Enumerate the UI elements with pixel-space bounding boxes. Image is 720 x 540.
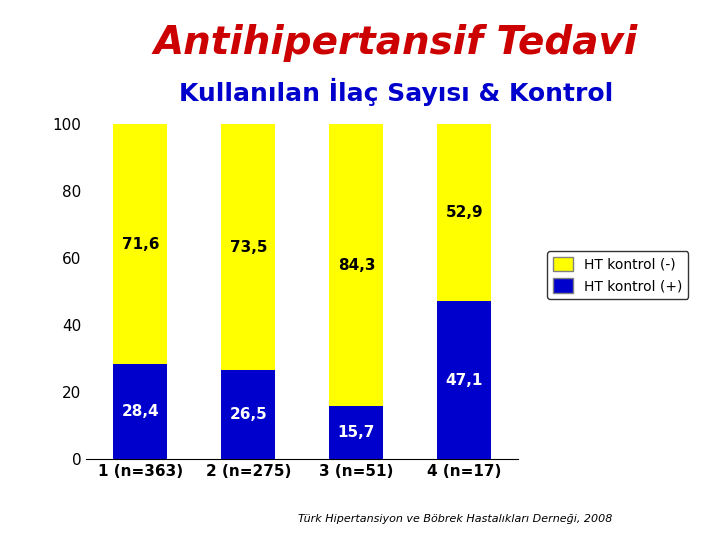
Text: 15,7: 15,7: [338, 425, 375, 440]
Text: Kullanılan İlaç Sayısı & Kontrol: Kullanılan İlaç Sayısı & Kontrol: [179, 78, 613, 106]
Bar: [329, 124, 383, 407]
Text: 71,6: 71,6: [122, 237, 159, 252]
Text: 28,4: 28,4: [122, 404, 159, 419]
Bar: [113, 124, 167, 364]
Bar: [438, 301, 491, 459]
Bar: [438, 124, 491, 301]
Bar: [222, 124, 275, 370]
Text: 26,5: 26,5: [230, 407, 267, 422]
Text: 84,3: 84,3: [338, 258, 375, 273]
Bar: [222, 370, 275, 459]
Bar: [329, 407, 383, 459]
Text: 52,9: 52,9: [446, 205, 483, 220]
Text: Antihipertansif Tedavi: Antihipertansif Tedavi: [154, 24, 638, 62]
Text: 73,5: 73,5: [230, 240, 267, 255]
Legend: HT kontrol (-), HT kontrol (+): HT kontrol (-), HT kontrol (+): [547, 251, 688, 299]
Text: Türk Hipertansiyon ve Böbrek Hastalıkları Derneği, 2008: Türk Hipertansiyon ve Böbrek Hastalıklar…: [297, 514, 612, 524]
Text: 47,1: 47,1: [446, 373, 483, 388]
Bar: [113, 364, 167, 459]
